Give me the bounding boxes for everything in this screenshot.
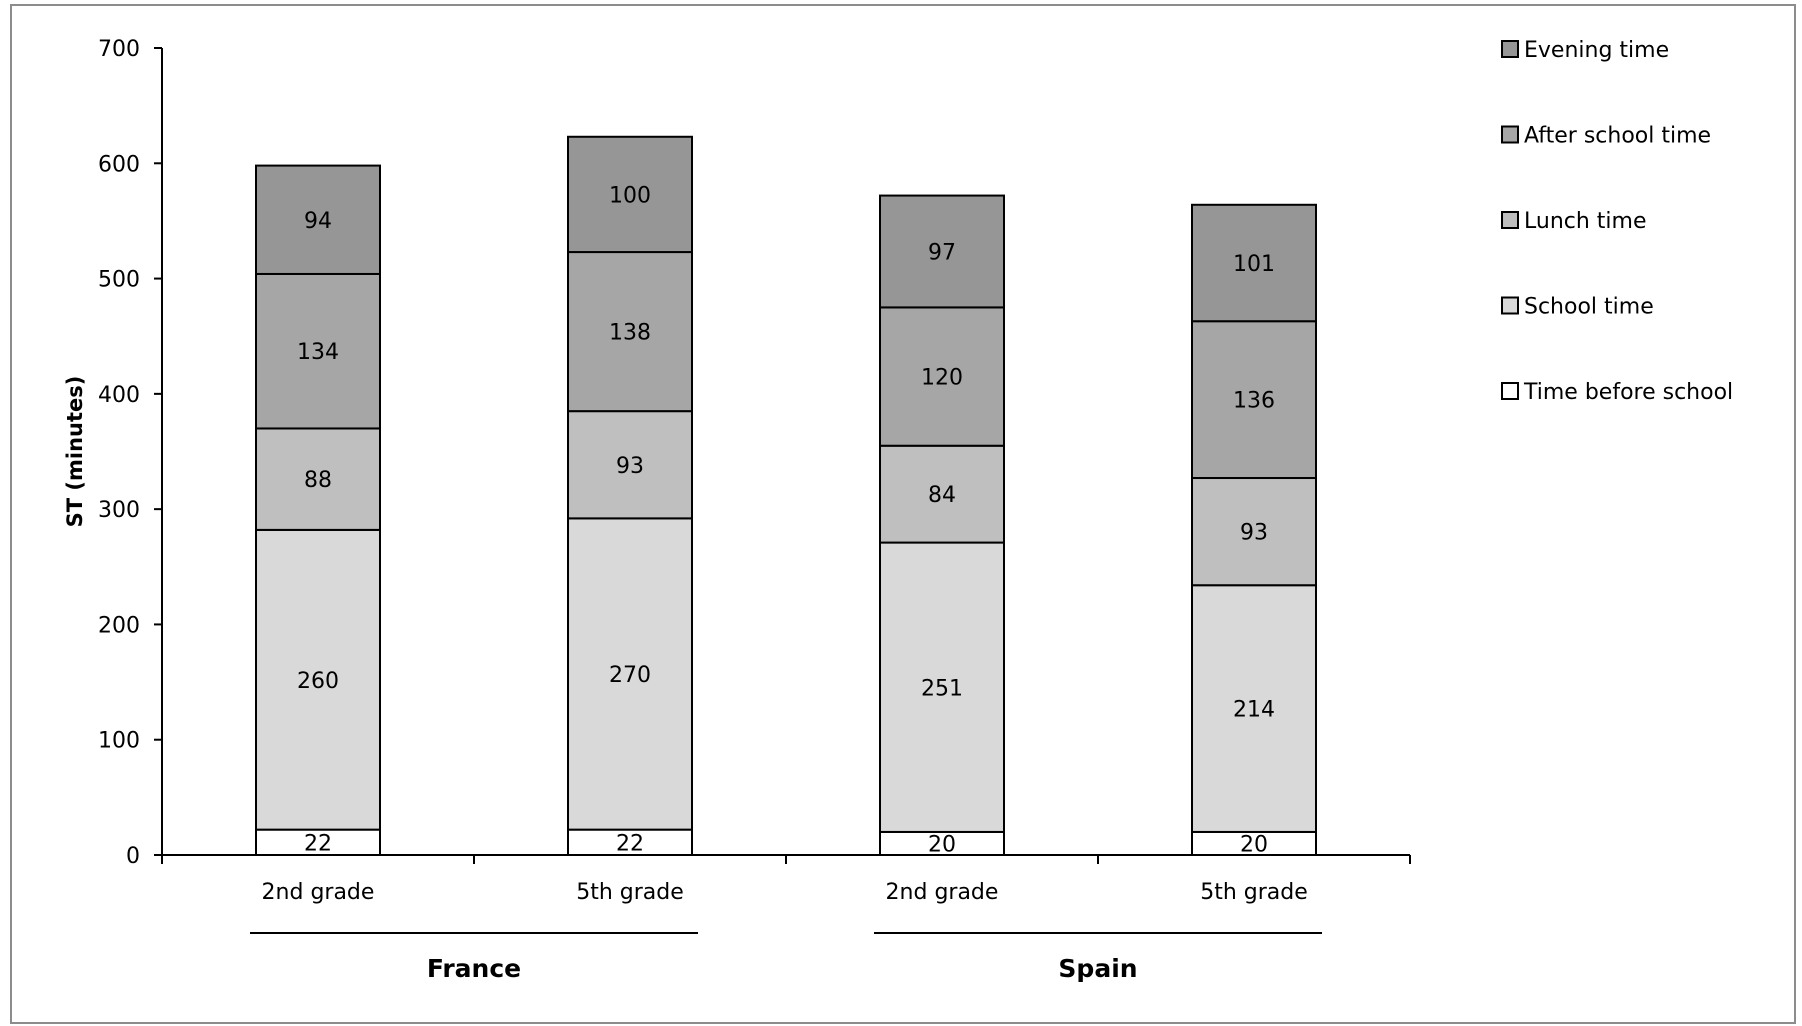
data-label: 120 xyxy=(921,366,963,391)
group-label: France xyxy=(427,954,521,983)
data-label: 20 xyxy=(1240,832,1268,857)
bar-segment xyxy=(879,306,1005,447)
legend-label: Lunch time xyxy=(1524,209,1647,234)
bar-segment xyxy=(255,272,381,430)
legend-swatch xyxy=(1501,382,1519,400)
data-label: 138 xyxy=(609,321,651,346)
bar-segment xyxy=(567,251,693,413)
data-label: 22 xyxy=(616,831,644,856)
bar-segment xyxy=(879,444,1005,544)
data-label: 101 xyxy=(1233,252,1275,277)
data-label: 270 xyxy=(609,663,651,688)
y-tick-label: 0 xyxy=(126,844,140,869)
category-label: 5th grade xyxy=(1200,880,1308,905)
data-label: 20 xyxy=(928,832,956,857)
group-label: Spain xyxy=(1058,954,1137,983)
data-label: 22 xyxy=(304,831,332,856)
legend: Evening time After school time Lunch time S… xyxy=(1501,38,1733,405)
legend-swatch xyxy=(1501,40,1519,58)
legend-label: Time before school xyxy=(1523,380,1733,405)
category-label: 2nd grade xyxy=(886,880,999,905)
data-label: 93 xyxy=(616,454,644,479)
bar-segment xyxy=(255,164,381,275)
bar-segment xyxy=(879,541,1005,833)
y-tick-label: 300 xyxy=(98,498,140,523)
legend-swatch xyxy=(1501,125,1519,144)
data-label: 94 xyxy=(304,209,332,234)
y-axis-label: ST (minutes) xyxy=(63,376,87,528)
bar-segment xyxy=(255,828,381,857)
data-label: 97 xyxy=(928,240,956,265)
data-label: 100 xyxy=(609,183,651,208)
data-label: 260 xyxy=(297,669,339,694)
bar-segment xyxy=(255,528,381,831)
bar-segment xyxy=(567,517,693,831)
data-label: 84 xyxy=(928,483,956,508)
labels: 0 100 200 300 400 500 600 700 ST (minutes) 22 260 8… xyxy=(63,37,1308,983)
bar-segment xyxy=(567,135,693,254)
category-label: 2nd grade xyxy=(262,880,375,905)
data-label: 93 xyxy=(1240,521,1268,546)
legend-label: After school time xyxy=(1524,124,1711,149)
bar-segment xyxy=(1191,477,1317,587)
y-tick-label: 500 xyxy=(98,268,140,293)
category-label: 5th grade xyxy=(576,880,684,905)
bar-segment xyxy=(255,427,381,531)
legend-label: Evening time xyxy=(1524,38,1669,63)
legend-swatch xyxy=(1501,211,1519,229)
data-label: 214 xyxy=(1233,698,1275,723)
y-tick-label: 200 xyxy=(98,613,140,638)
data-label: 251 xyxy=(921,676,963,701)
legend-swatch xyxy=(1501,296,1519,315)
bar-segment xyxy=(879,194,1005,309)
data-label: 136 xyxy=(1233,389,1275,414)
y-tick-label: 600 xyxy=(98,152,140,177)
y-tick-label: 700 xyxy=(98,37,140,62)
bar-segment xyxy=(567,410,693,520)
data-label: 134 xyxy=(297,340,339,365)
data-label: 88 xyxy=(304,468,332,493)
bar-segment xyxy=(1191,203,1317,323)
y-tick-label: 100 xyxy=(98,729,140,754)
legend-label: School time xyxy=(1524,295,1654,320)
bars xyxy=(255,135,1317,857)
y-tick-label: 400 xyxy=(98,383,140,408)
